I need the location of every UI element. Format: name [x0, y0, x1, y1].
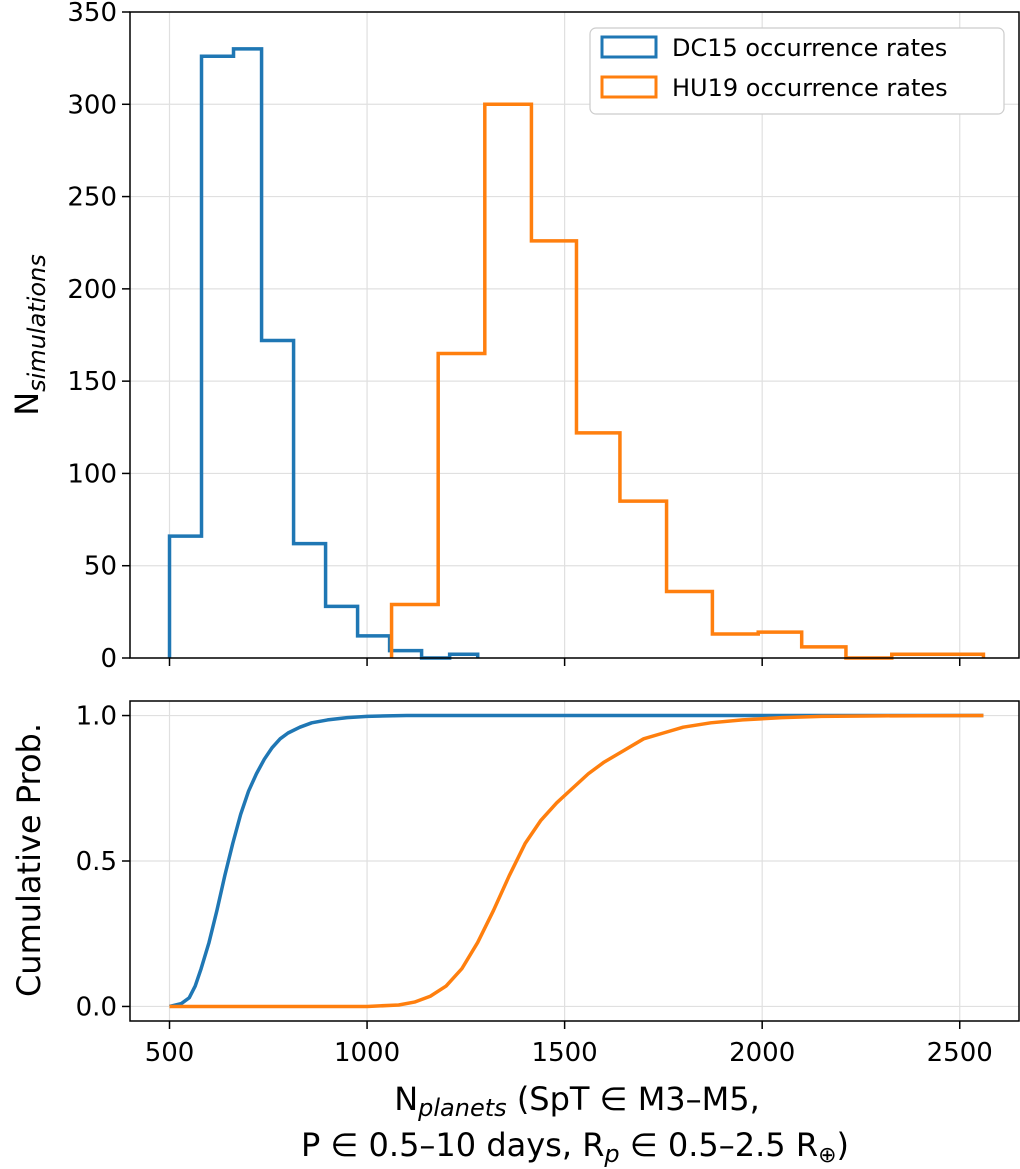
x-label2-c: ): [837, 1126, 849, 1164]
cumulative-y-axis-label: Cumulative Prob.: [10, 723, 48, 997]
histogram-ticks: 0 50 100 150 200 250 300 350: [67, 0, 961, 674]
cumulative-ytick-label: 1.0: [76, 702, 117, 732]
x-axis-label-line2: P ∈ 0.5–10 days, Rp ∈ 0.5–2.5 R⊕): [301, 1126, 849, 1168]
y-label-main: N: [8, 392, 46, 416]
legend-box: [589, 27, 1005, 115]
histogram-panel: 0 50 100 150 200 250 300 350 Nsimulations DC15 …: [8, 0, 1020, 674]
cumulative-dc15-line: [169, 713, 984, 1009]
histogram-ytick-label: 200: [67, 275, 117, 305]
legend: DC15 occurrence rates HU19 occurrence ra…: [589, 27, 1005, 115]
x-label2-b: ∈ 0.5–2.5 R: [620, 1126, 818, 1164]
histogram-ytick-label: 50: [84, 552, 117, 582]
histogram-y-axis-label: Nsimulations: [8, 254, 51, 416]
x-label-main: N: [394, 1080, 418, 1118]
histogram-ytick-label: 150: [67, 367, 117, 397]
x-label-sub: planets: [417, 1094, 507, 1122]
legend-label-hu19: HU19 occurrence rates: [672, 74, 948, 102]
x-label-rest: (SpT ∈ M3–M5,: [507, 1080, 760, 1118]
histogram-series: [167, 47, 986, 660]
cumulative-xtick-label: 2000: [729, 1038, 795, 1068]
legend-swatch-dc15: [600, 35, 658, 59]
x-axis-label-line1: Nplanets (SpT ∈ M3–M5,: [394, 1080, 760, 1122]
histogram-ytick-label: 250: [67, 183, 117, 213]
x-label2-sub: p: [603, 1140, 619, 1168]
legend-label-dc15: DC15 occurrence rates: [672, 34, 947, 62]
histogram-frame: [129, 11, 1020, 659]
cumulative-panel: 500 1000 1500 2000 2500 0.0 0.5 1.0 Cumulative …: [10, 700, 1020, 1168]
histogram-ytick-label: 0: [100, 644, 117, 674]
cumulative-hu19-line: [169, 713, 984, 1009]
cumulative-series: [169, 713, 984, 1009]
histogram-ytick-label: 300: [67, 90, 117, 120]
histogram-ytick-label: 100: [67, 459, 117, 489]
cumulative-ytick-label: 0.5: [76, 847, 117, 877]
x-label2-a: P ∈ 0.5–10 days, R: [301, 1126, 604, 1164]
cumulative-xtick-label: 1500: [532, 1038, 598, 1068]
cumulative-xtick-label: 2500: [927, 1038, 993, 1068]
x-label2-sub2: ⊕: [818, 1143, 836, 1168]
cumulative-ticks: 500 1000 1500 2000 2500 0.0 0.5 1.0: [76, 702, 993, 1068]
cumulative-ytick-label: 0.0: [76, 992, 117, 1022]
histogram-ytick-label: 350: [67, 0, 117, 28]
cumulative-xtick-label: 1000: [334, 1038, 400, 1068]
histogram-dc15-step: [167, 47, 480, 660]
legend-swatch-hu19: [600, 75, 658, 99]
y-label-sub: simulations: [23, 254, 51, 392]
histogram-hu19-step: [389, 102, 986, 660]
cumulative-grid: [130, 701, 1019, 1021]
cumulative-xtick-label: 500: [145, 1038, 195, 1068]
